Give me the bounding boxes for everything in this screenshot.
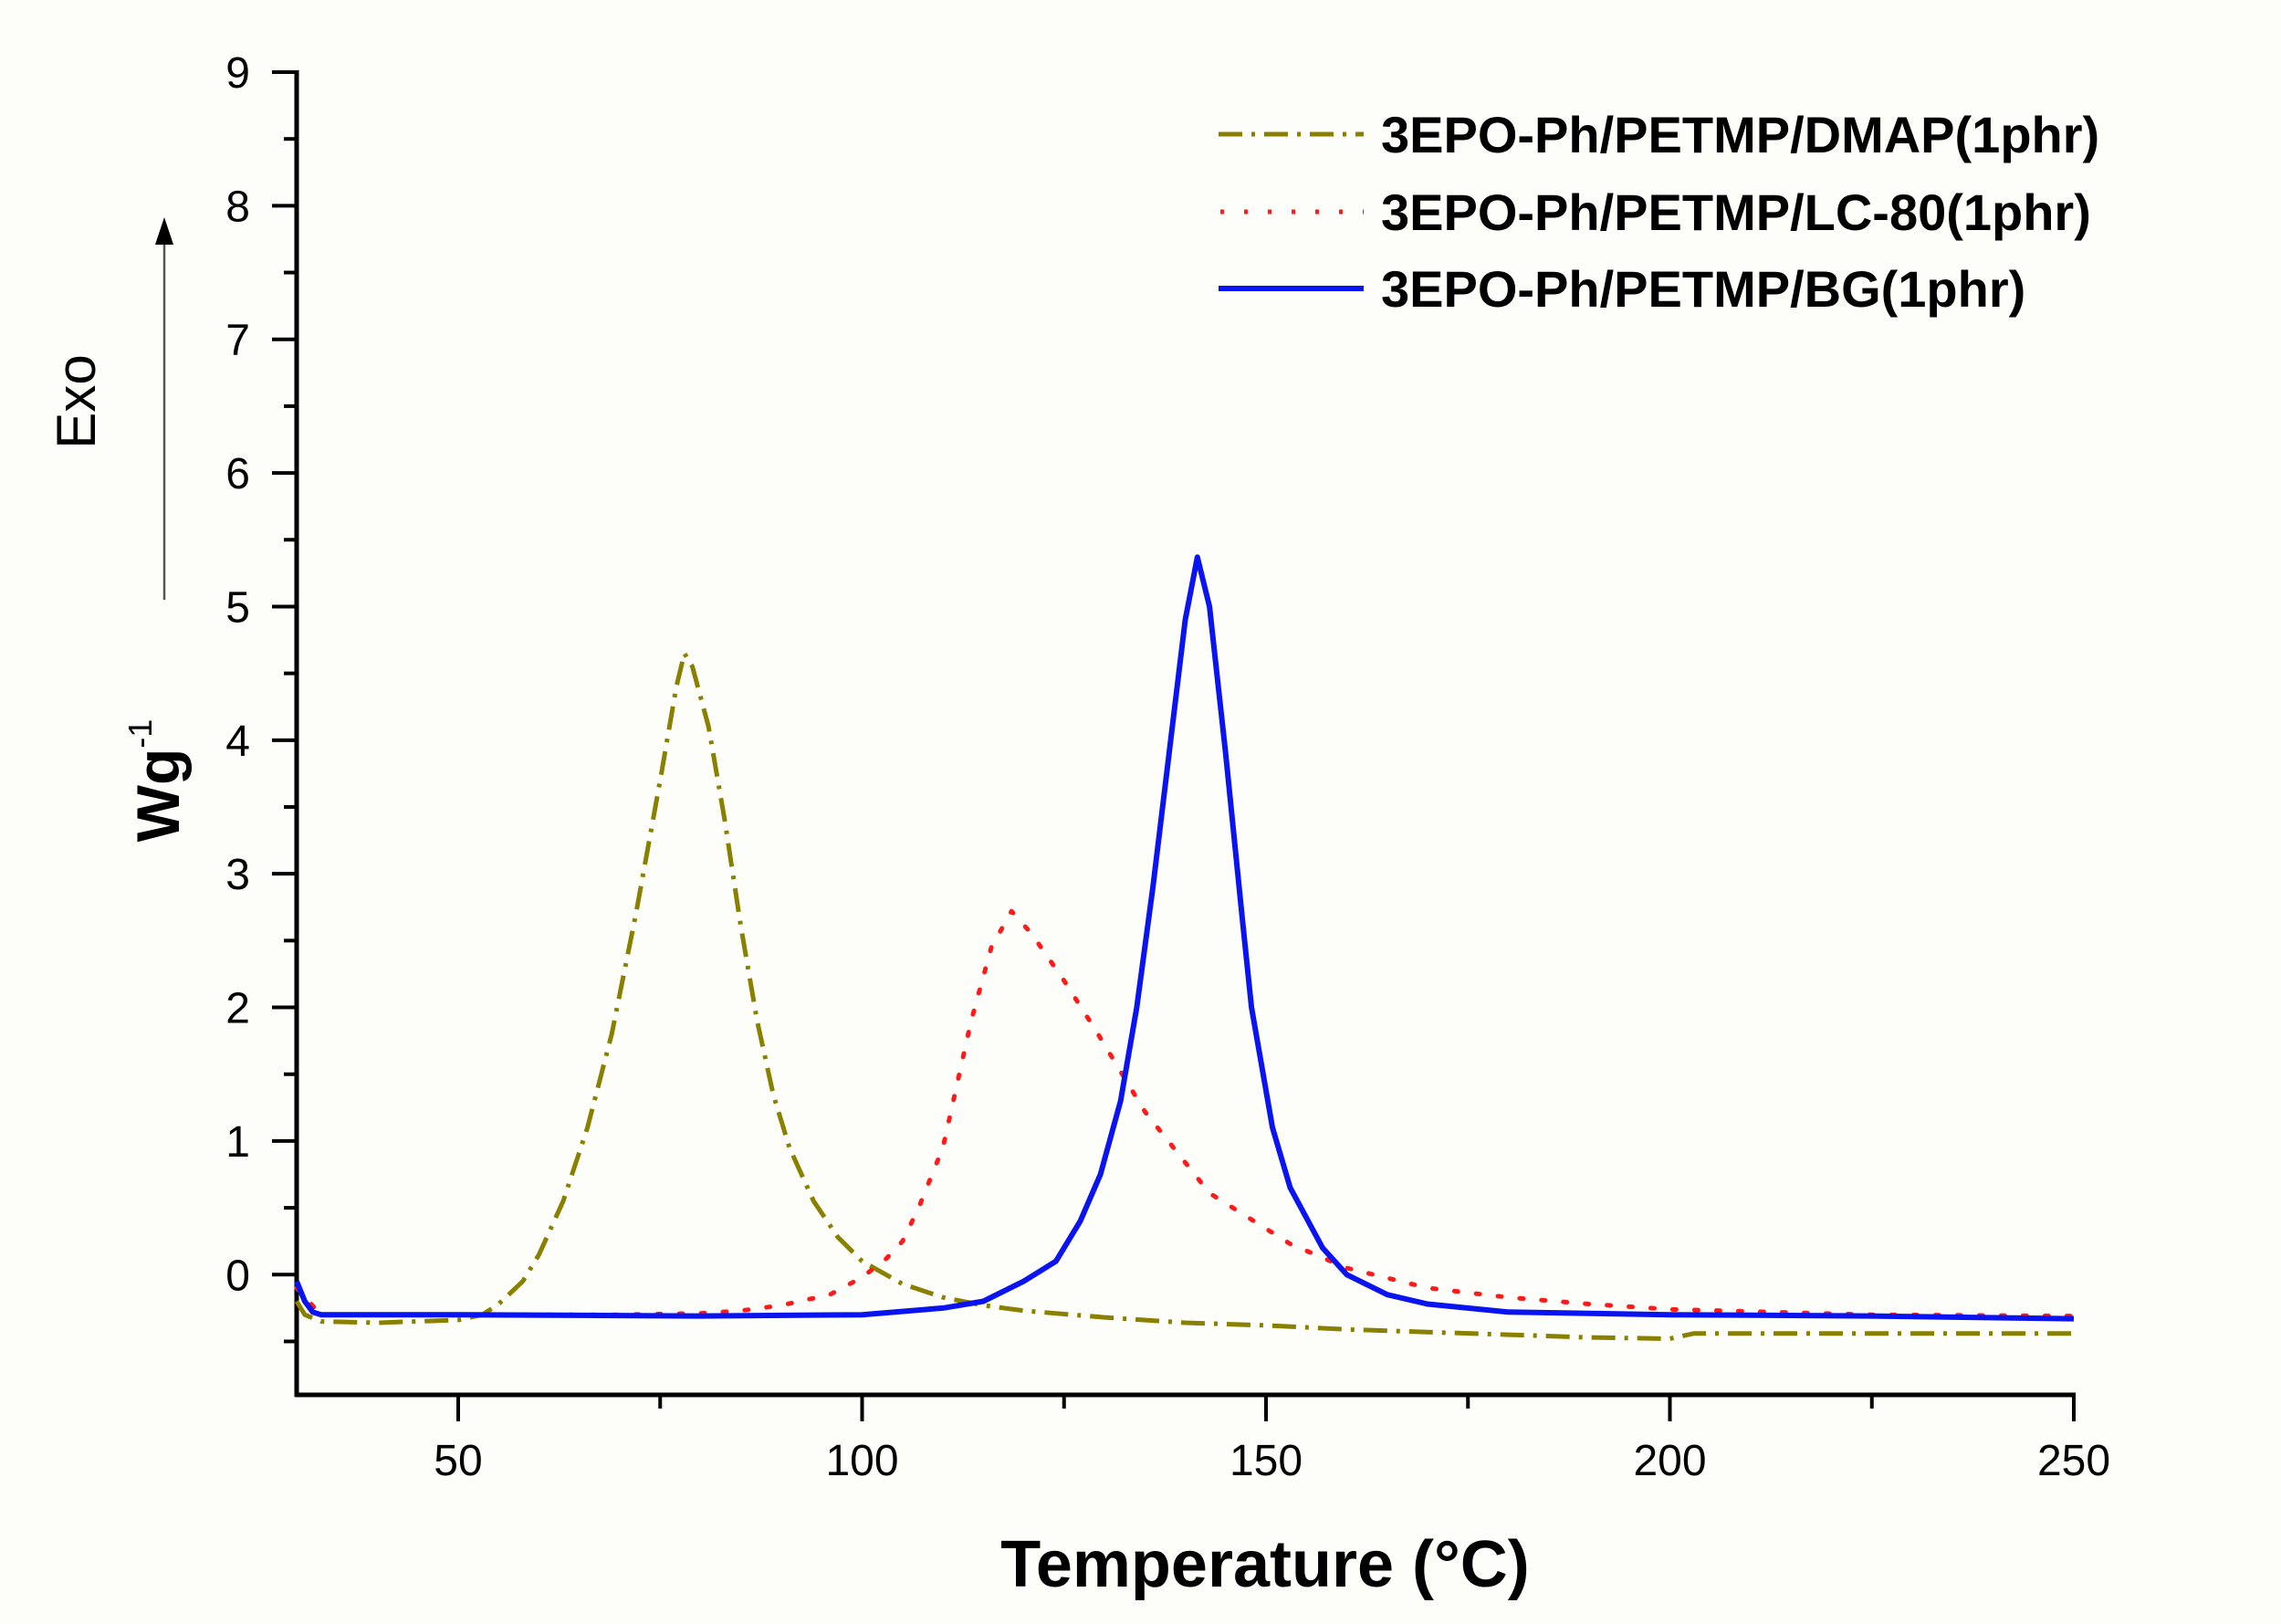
y-ticks: 0 1 2 3 4 5 6 7 8 9: [225, 49, 297, 1344]
legend-item-lc80: 3EPO-Ph/PETMP/LC-80(1phr): [1220, 183, 2091, 241]
y-axis-title-main: Wg: [124, 749, 192, 843]
y-tick-label: 8: [225, 183, 250, 231]
legend-label-bg: 3EPO-Ph/PETMP/BG(1phr): [1381, 260, 2025, 318]
y-tick-label: 2: [225, 985, 250, 1033]
plot-axes: 0 1 2 3 4 5 6 7 8 9 50 100 150 200 250: [225, 49, 2110, 1485]
x-tick-label: 100: [825, 1437, 898, 1485]
legend-label-dmap: 3EPO-Ph/PETMP/DMAP(1phr): [1381, 106, 2099, 163]
legend: 3EPO-Ph/PETMP/DMAP(1phr) 3EPO-Ph/PETMP/L…: [1219, 106, 2099, 318]
x-ticks: 50 100 150 200 250: [434, 1395, 2110, 1485]
x-tick-label: 200: [1633, 1437, 1706, 1485]
legend-item-dmap: 3EPO-Ph/PETMP/DMAP(1phr): [1219, 106, 2099, 163]
y-axis-title-sup: -1: [121, 719, 159, 749]
x-tick-label: 50: [434, 1437, 482, 1485]
y-tick-label: 3: [225, 851, 250, 899]
exo-label: Exo: [46, 354, 107, 448]
series-line-bg: [294, 554, 2075, 1322]
exo-arrow-icon: [155, 217, 173, 600]
y-tick-label: 5: [225, 583, 250, 632]
series-line-dmap: [294, 651, 2074, 1341]
y-axis-title: Wg-1: [121, 719, 192, 843]
data-series: [294, 554, 2077, 1341]
y-tick-label: 4: [225, 718, 250, 766]
x-axis-title: Temperature (°C): [1000, 1528, 1530, 1601]
y-tick-label: 9: [225, 49, 250, 98]
legend-item-bg: 3EPO-Ph/PETMP/BG(1phr): [1219, 260, 2025, 318]
legend-label-lc80: 3EPO-Ph/PETMP/LC-80(1phr): [1381, 183, 2091, 241]
y-tick-label: 6: [225, 450, 250, 498]
x-tick-label: 250: [2037, 1437, 2110, 1485]
y-tick-label: 7: [225, 317, 250, 365]
series-line-lc80: [294, 908, 2077, 1319]
x-tick-label: 150: [1229, 1437, 1303, 1485]
y-tick-label: 1: [225, 1118, 250, 1167]
y-tick-label: 0: [225, 1252, 250, 1300]
